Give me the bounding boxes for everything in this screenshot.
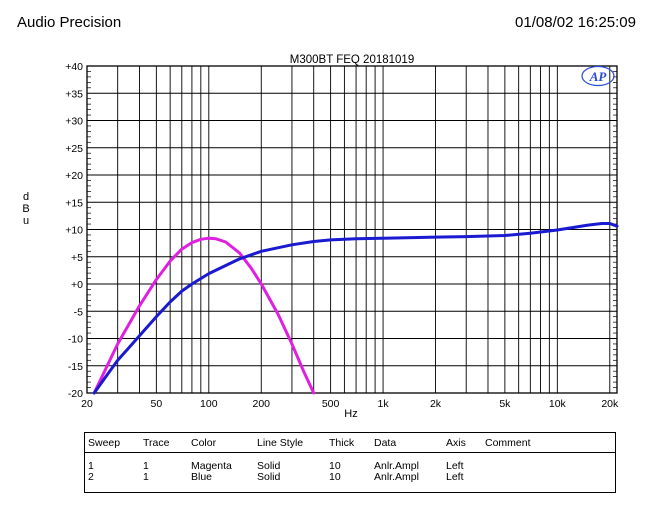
- y-tick-label: +10: [65, 225, 83, 237]
- chart-title: M300BT FEQ 20181019: [290, 54, 414, 66]
- legend-row-1-cell: Solid: [257, 460, 281, 472]
- grid: [87, 65, 617, 394]
- x-tick-label: 200: [252, 398, 270, 410]
- ap-logo: AP: [581, 65, 615, 87]
- timestamp: 01/08/02 16:25:09: [515, 14, 636, 31]
- legend-row-2: 2 1 Blue Solid 10 Anlr.Ampl Left: [85, 471, 615, 484]
- series: [92, 222, 619, 395]
- y-tick-label: +20: [65, 170, 83, 182]
- legend-header-cell: Sweep: [88, 437, 121, 449]
- y-tick-label: +15: [65, 197, 83, 209]
- plot-frame: [86, 65, 618, 394]
- legend-row-1: 1 1 Magenta Solid 10 Anlr.Ampl Left: [85, 460, 615, 473]
- legend-row-2-cell: 1: [143, 471, 149, 483]
- legend-divider: [85, 452, 615, 453]
- y-tick-label: +30: [65, 116, 83, 128]
- legend-header-cell: Thick: [329, 437, 355, 449]
- legend-row-1-cell: Left: [446, 460, 464, 472]
- trace-legend-table: Sweep Trace Color Line Style Thick Data Axis Co…: [84, 432, 616, 493]
- y-tick-label: +40: [65, 61, 83, 73]
- x-tick-label: 500: [322, 398, 340, 410]
- legend-row-2-cell: Blue: [191, 471, 213, 483]
- y-tick-label: +35: [65, 88, 83, 100]
- legend-header-cell: Axis: [446, 437, 466, 449]
- legend-row-2-cell: Solid: [257, 471, 281, 483]
- legend-header-cell: Line Style: [257, 437, 304, 449]
- x-tick-label: 5k: [499, 398, 511, 410]
- y-tick-label: -10: [68, 334, 83, 346]
- legend-header-cell: Comment: [485, 437, 531, 449]
- x-tick-label: 1k: [378, 398, 390, 410]
- x-tick-label: 50: [151, 398, 163, 410]
- legend-row-2-cell: 10: [329, 471, 341, 483]
- x-tick-label: 100: [200, 398, 218, 410]
- y-tick-label: +5: [71, 252, 83, 264]
- series-2-line: [92, 222, 619, 395]
- y-tick-label: +0: [71, 279, 83, 291]
- legend-row-1-cell: 1: [143, 460, 149, 472]
- app-name: Audio Precision: [17, 14, 122, 31]
- legend-row-1-cell: Magenta: [191, 460, 232, 472]
- legend-row-1-cell: 10: [329, 460, 341, 472]
- x-axis-label: Hz: [344, 408, 357, 420]
- series-1-line: [92, 236, 316, 395]
- svg-text:AP: AP: [589, 69, 608, 84]
- legend-row-1-cell: Anlr.Ampl: [374, 460, 419, 472]
- legend-row-2-cell: Left: [446, 471, 464, 483]
- legend-header-cell: Trace: [143, 437, 170, 449]
- legend-row-1-cell: 1: [88, 460, 94, 472]
- x-tick-label: 20: [81, 398, 93, 410]
- legend-row-2-cell: 2: [88, 471, 94, 483]
- legend-row-2-cell: Anlr.Ampl: [374, 471, 419, 483]
- x-tick-label: 20k: [601, 398, 619, 410]
- y-tick-label: +25: [65, 143, 83, 155]
- y-tick-label: -20: [68, 388, 83, 400]
- x-tick-label: 2k: [430, 398, 442, 410]
- legend-header-row: Sweep Trace Color Line Style Thick Data Axis Co…: [85, 437, 615, 450]
- legend-header-cell: Data: [374, 437, 397, 449]
- y-tick-label: -15: [68, 361, 83, 373]
- y-tick-label: -5: [74, 306, 83, 318]
- legend-header-cell: Color: [191, 437, 217, 449]
- x-tick-label: 10k: [549, 398, 567, 410]
